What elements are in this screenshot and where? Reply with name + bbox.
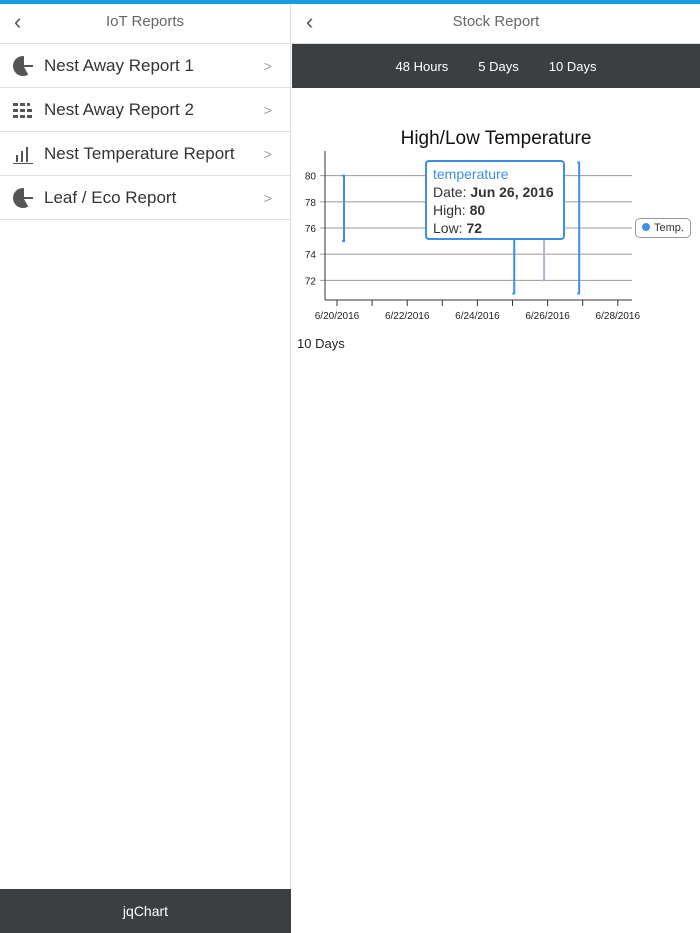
grid-icon <box>13 102 32 118</box>
tab-48-hours[interactable]: 48 Hours <box>395 58 449 74</box>
accent-bar <box>0 0 700 4</box>
chart-title: High/Low Temperature <box>401 128 592 149</box>
y-tick-label: 76 <box>305 224 317 235</box>
bar-chart-icon <box>13 146 33 164</box>
y-tick-label: 72 <box>305 276 317 287</box>
sidebar-item-label: Nest Temperature Report <box>44 143 235 163</box>
x-tick-label: 6/26/2016 <box>525 311 570 322</box>
tooltip-high: 80 <box>469 202 486 218</box>
period-tabs: 48 Hours 5 Days 10 Days <box>292 44 700 88</box>
y-tick-label: 74 <box>305 250 317 261</box>
back-button[interactable]: ‹ <box>306 9 314 34</box>
footer: jqChart <box>0 889 291 933</box>
sidebar-item[interactable]: Leaf / Eco Report > <box>0 176 290 220</box>
hilo-bar[interactable] <box>342 174 346 243</box>
sidebar-title: IoT Reports <box>105 13 185 30</box>
sidebar-item[interactable]: Nest Temperature Report > <box>0 132 290 176</box>
chevron-right-icon: > <box>263 57 272 74</box>
tab-5-days[interactable]: 5 Days <box>478 58 519 74</box>
sidebar-item-label: Leaf / Eco Report <box>44 187 177 207</box>
tooltip-series: temperature <box>433 166 509 182</box>
legend-label: Temp. <box>654 222 684 234</box>
pie-chart-icon <box>13 54 34 76</box>
legend-dot-icon <box>642 223 650 231</box>
y-tick-label: 80 <box>305 172 317 183</box>
tab-10-days[interactable]: 10 Days <box>548 58 597 74</box>
sidebar-item[interactable]: Nest Away Report 2 > <box>0 88 290 132</box>
x-tick-label: 6/28/2016 <box>596 311 641 322</box>
legend-item[interactable]: Temp. <box>635 218 691 238</box>
x-tick-label: 6/20/2016 <box>315 311 360 322</box>
tooltip-date-label: Date: <box>433 184 467 200</box>
y-tick-label: 78 <box>305 198 317 209</box>
main-panel: ‹ Stock Report 48 Hours 5 Days 10 Days H… <box>292 4 700 933</box>
tooltip-low: 72 <box>466 220 483 236</box>
hilo-bar[interactable] <box>577 161 581 295</box>
back-button[interactable]: ‹ <box>14 9 22 34</box>
chevron-right-icon: > <box>263 189 272 206</box>
sidebar-item-label: Nest Away Report 1 <box>44 55 194 75</box>
period-label: 10 Days <box>297 336 345 351</box>
chevron-right-icon: > <box>263 101 272 118</box>
tooltip-high-label: High: <box>433 202 466 218</box>
chevron-right-icon: > <box>263 145 272 162</box>
pie-chart-icon <box>13 186 34 208</box>
tooltip: temperature Date: Jun 26, 2016 High: 80 … <box>425 160 565 240</box>
sidebar-item-label: Nest Away Report 2 <box>44 99 194 119</box>
sidebar-item[interactable]: Nest Away Report 1 > <box>0 44 290 88</box>
main-header: ‹ Stock Report <box>292 4 700 44</box>
sidebar: ‹ IoT Reports Nest Away Report 1 > Nest Aw… <box>0 4 291 933</box>
tooltip-date: Jun 26, 2016 <box>470 184 554 200</box>
page-title: Stock Report <box>452 13 540 30</box>
x-tick-label: 6/24/2016 <box>455 311 500 322</box>
x-tick-label: 6/22/2016 <box>385 311 430 322</box>
sidebar-header: ‹ IoT Reports <box>0 4 290 44</box>
tooltip-low-label: Low: <box>433 220 463 236</box>
